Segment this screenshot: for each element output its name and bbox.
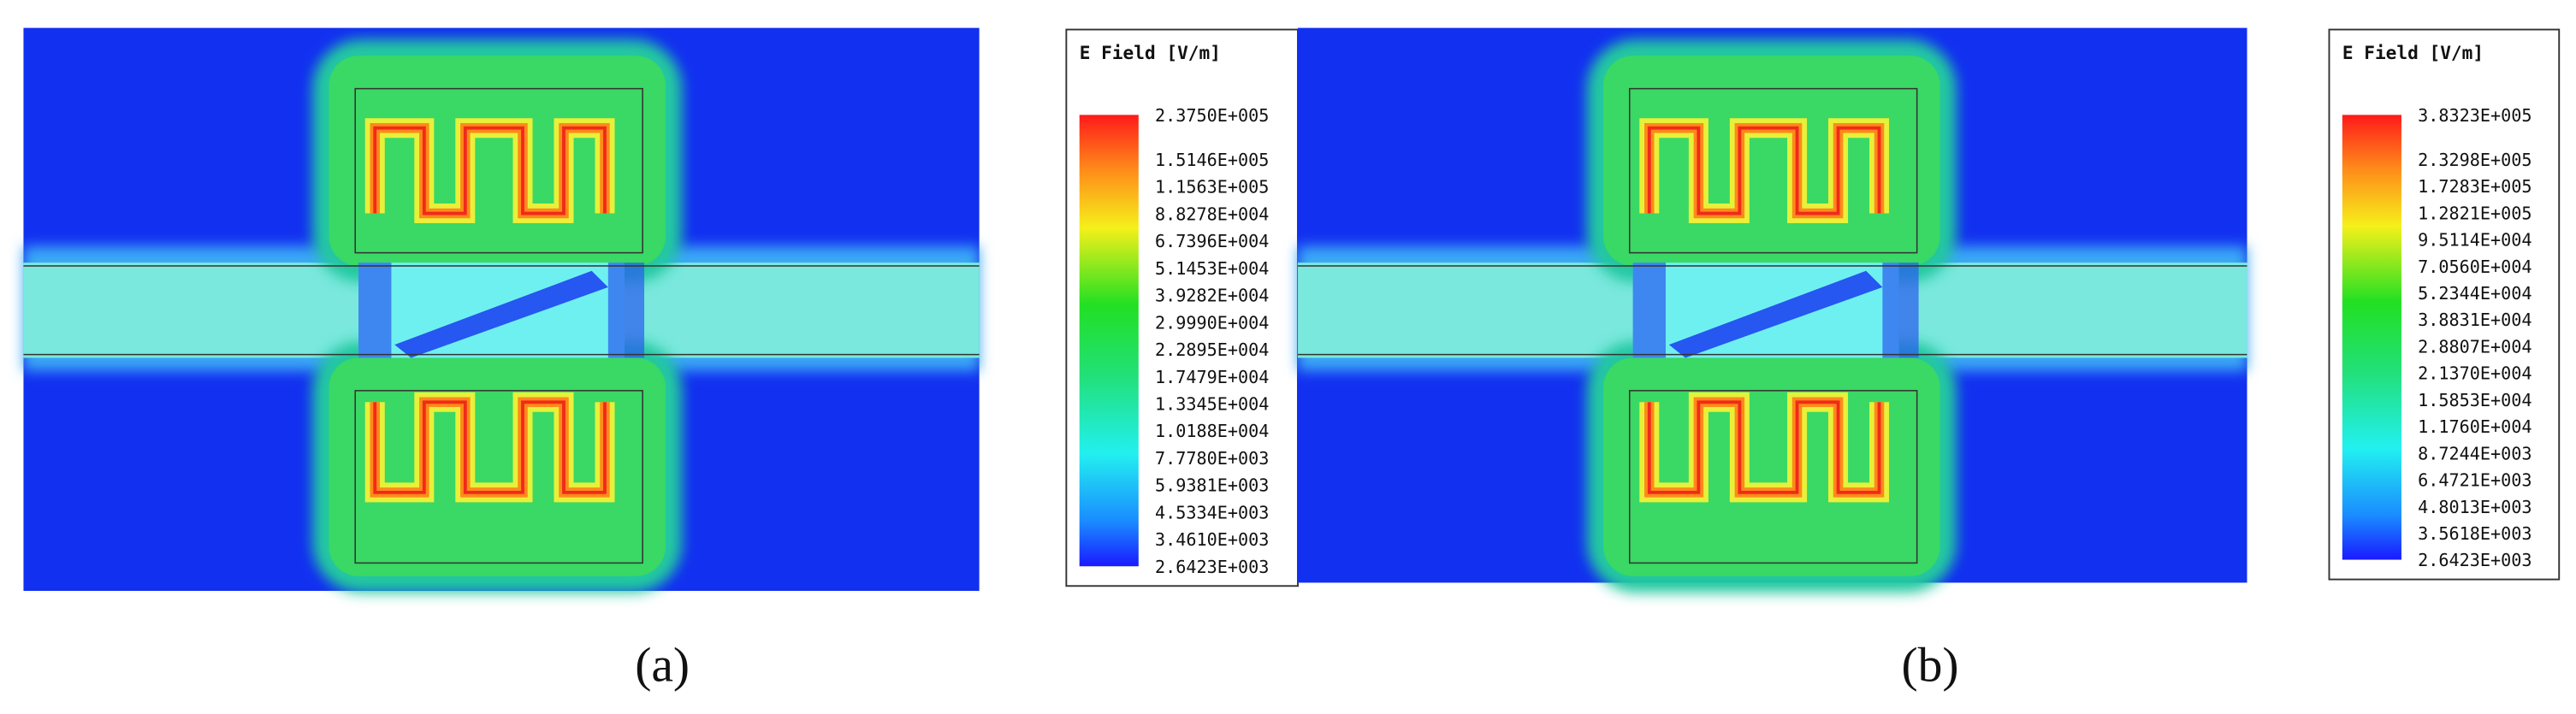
legend-label: 6.4721E+003: [2418, 470, 2532, 491]
legend-label: 3.4610E+003: [1155, 529, 1269, 550]
legend-label: 1.0188E+004: [1155, 421, 1269, 441]
legend-label: 2.1370E+004: [2418, 363, 2532, 384]
resonator-outline: [354, 87, 643, 254]
legend-label: 1.2821E+005: [2418, 203, 2532, 223]
panel: E Field [V/m] 3.8323E+005 2.3298E+005 1.728…: [1298, 27, 2561, 693]
legend-label: 4.5334E+003: [1155, 502, 1269, 522]
resonator-outline: [1628, 390, 1918, 564]
legend-label: 3.9282E+004: [1155, 286, 1269, 306]
legend-label: 2.3298E+005: [2418, 150, 2532, 170]
legend-label: 2.3750E+005: [1155, 105, 1269, 126]
legend-label: 1.3345E+004: [1155, 394, 1269, 415]
field-plot: [1298, 27, 2247, 593]
meander-core: [373, 400, 607, 494]
gap-edge: [1632, 263, 1666, 358]
legend-label: 2.6423E+003: [1155, 557, 1269, 577]
legend-label: 1.1760E+004: [2418, 416, 2532, 437]
caption: (b): [1901, 639, 1958, 693]
legend-label: 3.5618E+003: [2418, 523, 2532, 544]
gap-edge: [1882, 263, 1919, 358]
legend-label: 5.2344E+004: [2418, 283, 2532, 304]
legend-label: 9.5114E+004: [2418, 230, 2532, 251]
resonator: [329, 357, 666, 576]
legend-label: 2.9990E+004: [1155, 312, 1269, 333]
legend-label: 1.5146E+005: [1155, 150, 1269, 170]
gap-edge: [607, 263, 645, 358]
legend-label: 2.6423E+003: [2418, 550, 2532, 570]
legend-label: 1.1563E+005: [1155, 177, 1269, 198]
legend-label: 1.7479E+004: [1155, 367, 1269, 387]
legend-title: E Field [V/m]: [1080, 42, 1221, 63]
caption: (a): [635, 639, 690, 693]
legend-label: 5.1453E+004: [1155, 258, 1269, 279]
legend-label: 1.7283E+005: [2418, 176, 2532, 197]
legend-label: 1.5853E+004: [2418, 390, 2532, 410]
panel: E Field [V/m] 2.3750E+005 1.5146E+005 1.156…: [23, 27, 1299, 693]
resonator-outline: [1628, 87, 1918, 254]
meander-core: [373, 126, 607, 215]
legend-label: 3.8831E+004: [2418, 310, 2532, 330]
resonator: [1603, 357, 1940, 576]
resonator-outline: [354, 390, 643, 564]
meander-core: [1647, 126, 1881, 215]
legend-title: E Field [V/m]: [2342, 42, 2484, 63]
resonator: [329, 56, 666, 266]
legend-label: 5.9381E+003: [1155, 475, 1269, 496]
legend: E Field [V/m] 3.8323E+005 2.3298E+005 1.728…: [2328, 28, 2561, 581]
gap-field: [394, 270, 608, 358]
legend-label: 2.8807E+004: [2418, 336, 2532, 357]
color-bar: [2342, 115, 2401, 560]
legend-label: 6.7396E+004: [1155, 231, 1269, 251]
field-plot: [23, 27, 980, 593]
gap-field: [1668, 270, 1883, 358]
legend-label: 8.7244E+003: [2418, 443, 2532, 463]
legend: E Field [V/m] 2.3750E+005 1.5146E+005 1.156…: [1065, 28, 1299, 587]
gap-edge: [358, 263, 392, 358]
color-bar: [1079, 115, 1139, 567]
legend-label: 7.7780E+003: [1155, 448, 1269, 469]
legend-label: 4.8013E+003: [2418, 497, 2532, 517]
resonator: [1603, 56, 1940, 266]
legend-label: 3.8323E+005: [2418, 105, 2532, 126]
legend-label: 7.0560E+004: [2418, 257, 2532, 277]
legend-label: 2.2895E+004: [1155, 339, 1269, 360]
meander-core: [1647, 400, 1881, 494]
legend-label: 8.8278E+004: [1155, 204, 1269, 224]
